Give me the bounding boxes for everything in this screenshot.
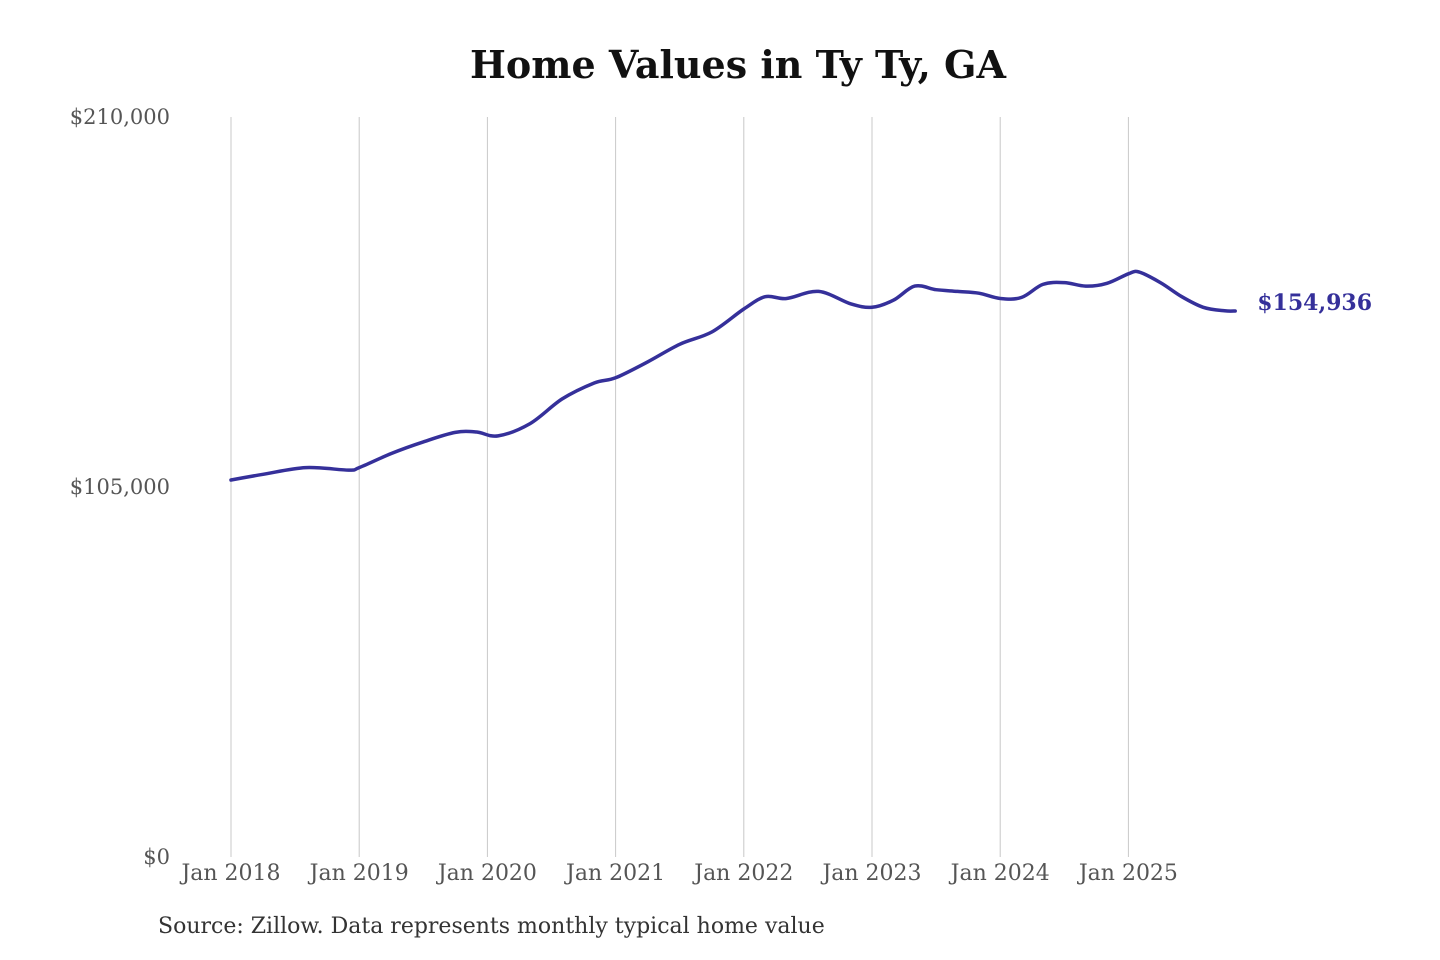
- y-tick-label: $0: [143, 845, 170, 869]
- x-tick-label: Jan 2020: [436, 861, 537, 886]
- x-tick-label: Jan 2022: [692, 861, 793, 886]
- x-tick-label: Jan 2018: [179, 861, 280, 886]
- x-tick-label: Jan 2023: [820, 861, 921, 886]
- series-line: [229, 269, 1237, 482]
- y-tick-label: $105,000: [70, 475, 170, 499]
- x-tick-label: Jan 2021: [564, 861, 665, 886]
- end-value-label: $154,936: [1257, 290, 1372, 316]
- source-note: Source: Zillow. Data represents monthly …: [158, 914, 825, 939]
- y-tick-label: $210,000: [70, 105, 170, 129]
- x-tick-label: Jan 2019: [308, 861, 409, 886]
- chart-title: Home Values in Ty Ty, GA: [470, 42, 1006, 87]
- x-tick-label: Jan 2024: [949, 861, 1050, 886]
- x-tick-label: Jan 2025: [1077, 861, 1178, 886]
